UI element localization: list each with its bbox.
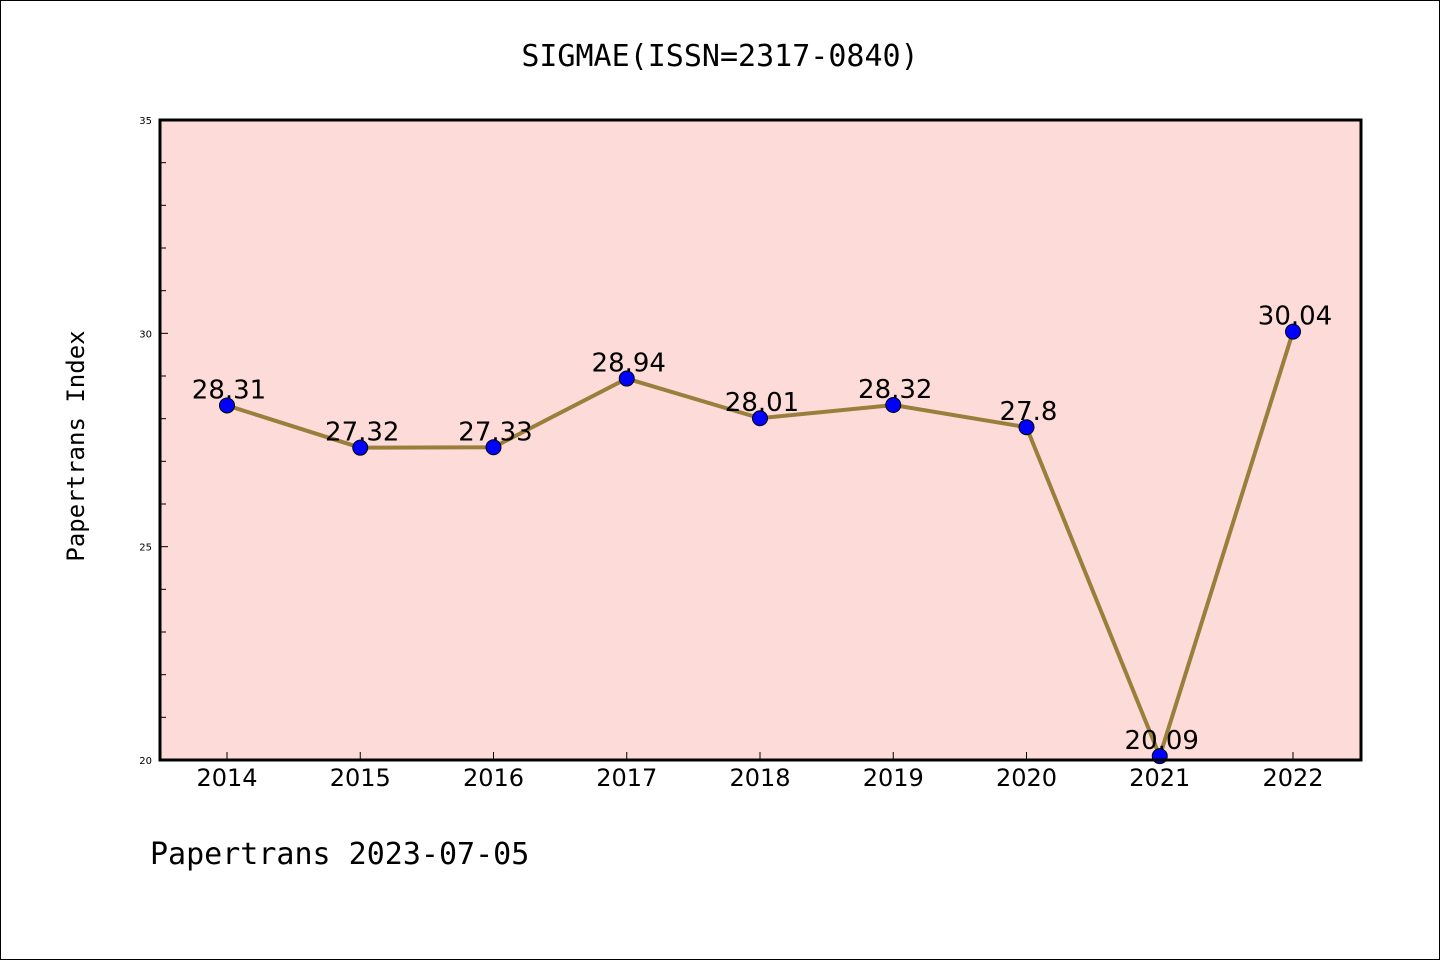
data-label: 28.01	[725, 388, 799, 418]
footer-text: Papertrans 2023-07-05	[150, 837, 529, 872]
data-point	[1285, 323, 1301, 340]
x-tick-label: 2015	[330, 764, 391, 792]
chart-title: SIGMAE(ISSN=2317-0840)	[521, 39, 918, 74]
data-point	[1018, 419, 1035, 436]
data-point	[485, 439, 502, 456]
data-point	[752, 410, 768, 427]
data-point	[352, 439, 369, 456]
y-tick-label: 20	[139, 756, 152, 767]
data-label: 27.32	[325, 418, 399, 448]
data-label: 27.8	[1000, 397, 1058, 427]
x-tick-label: 2018	[729, 764, 790, 792]
data-point	[219, 397, 235, 414]
plot-border	[158, 118, 1363, 762]
data-point	[885, 397, 902, 414]
y-axis-label: Papertrans Index	[62, 330, 90, 561]
x-tick-label: 2020	[996, 764, 1057, 792]
data-labels: 28.31 27.32 27.33 28.94 28.01 28.32 27.8 20.09 3…	[192, 302, 1332, 757]
x-tick-label: 2019	[863, 764, 924, 792]
data-label: 27.33	[458, 417, 532, 447]
data-label: 28.32	[858, 375, 932, 405]
y-tick-label: 25	[139, 543, 152, 554]
y-tick-label: 35	[139, 116, 152, 127]
x-axis: 2014 2015 2016 2017 2018 2019 2020 2021 2022	[196, 752, 1324, 792]
data-label: 20.09	[1125, 726, 1199, 756]
x-tick-label: 2022	[1262, 764, 1323, 792]
data-label: 30.04	[1258, 302, 1332, 332]
data-label: 28.31	[192, 375, 266, 405]
x-tick-label: 2016	[463, 764, 524, 792]
x-tick-label: 2021	[1129, 764, 1190, 792]
data-point	[618, 370, 635, 387]
data-label: 28.94	[592, 349, 666, 379]
x-tick-label: 2017	[596, 764, 657, 792]
y-tick-label: 30	[139, 329, 152, 340]
x-tick-label: 2014	[196, 764, 257, 792]
